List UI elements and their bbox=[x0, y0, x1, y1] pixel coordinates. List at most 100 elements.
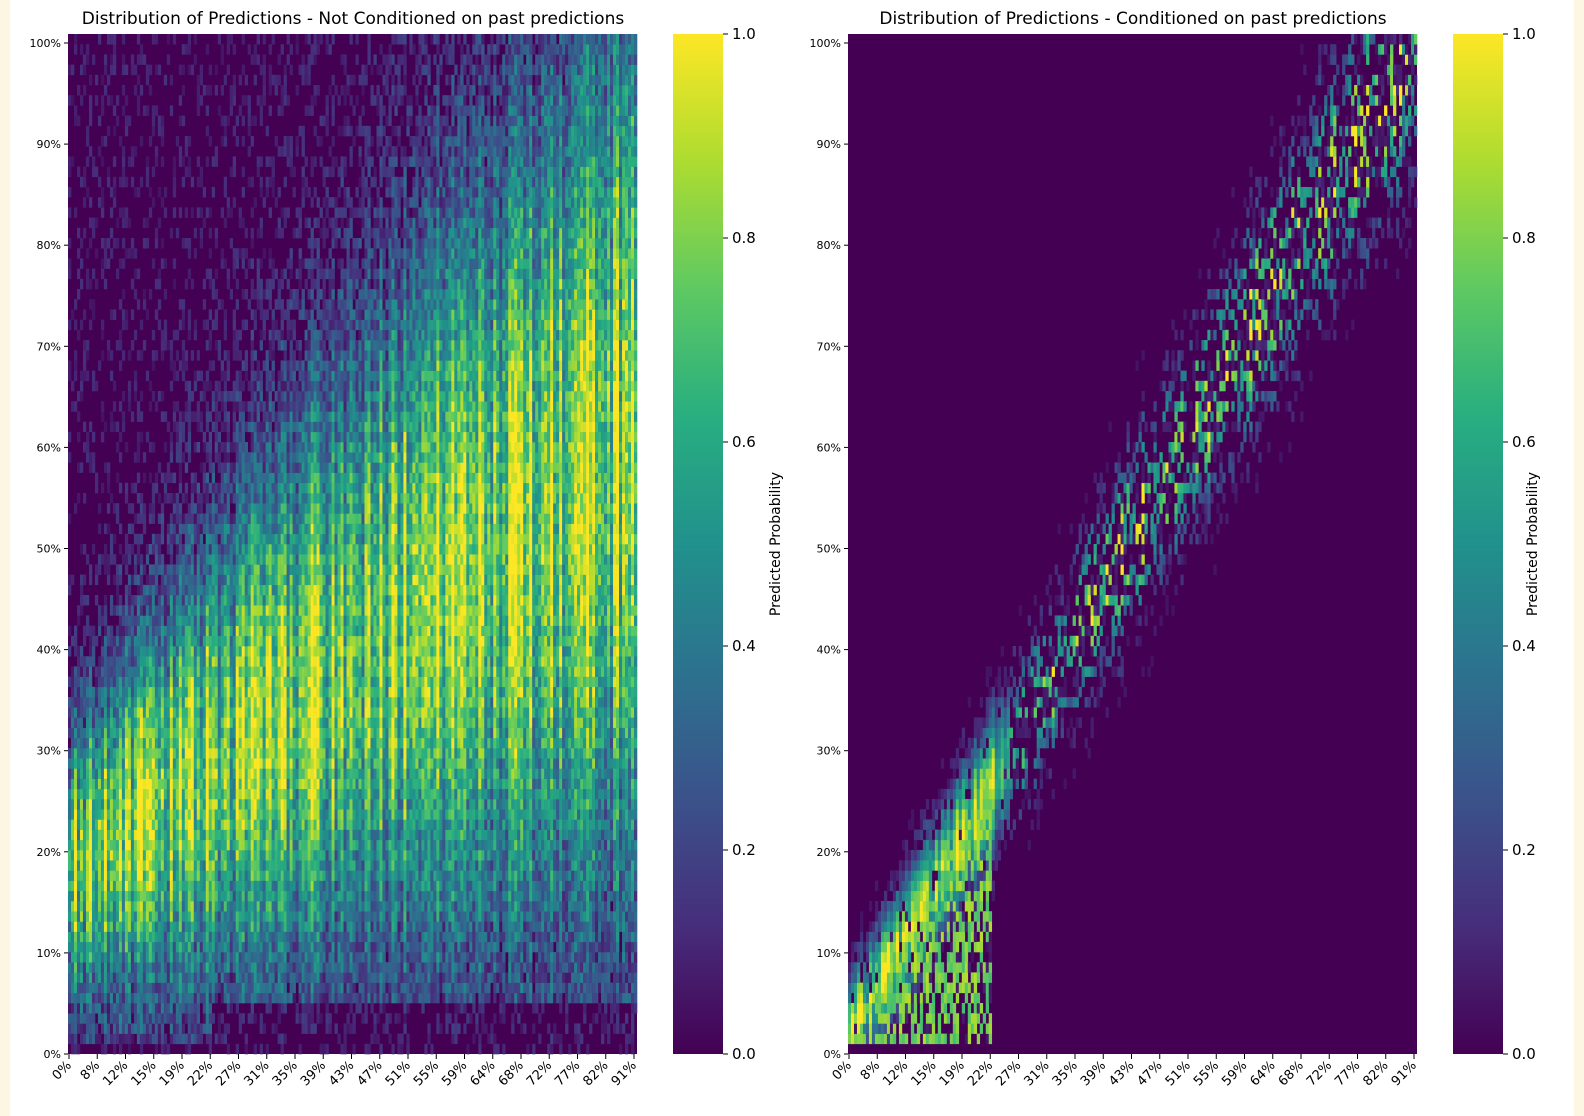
heatmap-cell bbox=[274, 452, 278, 463]
heatmap-cell bbox=[268, 421, 272, 433]
heatmap-cell bbox=[265, 411, 269, 422]
heatmap-cell bbox=[262, 625, 266, 637]
heatmap-cell bbox=[181, 44, 186, 55]
heatmap-cell bbox=[244, 860, 248, 871]
heatmap-cell bbox=[283, 962, 287, 973]
heatmap-cell bbox=[208, 431, 213, 443]
heatmap-cell bbox=[100, 758, 105, 769]
heatmap-cell bbox=[262, 544, 266, 555]
heatmap-cell bbox=[157, 839, 162, 851]
heatmap-cell bbox=[94, 819, 99, 830]
heatmap-cell bbox=[178, 768, 183, 779]
heatmap-cell bbox=[130, 850, 135, 861]
heatmap-cell bbox=[211, 656, 216, 667]
heatmap-cell bbox=[277, 697, 281, 708]
heatmap-cell bbox=[157, 544, 162, 555]
heatmap-cell bbox=[100, 431, 105, 443]
heatmap-cell bbox=[292, 462, 296, 473]
heatmap-cell bbox=[175, 799, 180, 810]
heatmap-cell bbox=[229, 911, 234, 922]
heatmap-cell bbox=[112, 554, 117, 565]
heatmap-cell bbox=[292, 850, 296, 861]
heatmap-cell bbox=[172, 156, 177, 167]
heatmap-cell bbox=[187, 380, 192, 392]
heatmap-cell bbox=[130, 962, 135, 973]
heatmap-cell bbox=[166, 860, 171, 871]
heatmap-cell bbox=[217, 380, 222, 392]
heatmap-cell bbox=[118, 1013, 123, 1024]
heatmap-cell bbox=[175, 564, 180, 575]
heatmap-cell bbox=[292, 380, 296, 392]
heatmap-cell bbox=[190, 707, 195, 718]
heatmap-cell bbox=[163, 931, 168, 943]
heatmap-cell bbox=[289, 880, 293, 892]
heatmap-cell bbox=[217, 523, 222, 535]
heatmap-cell bbox=[97, 972, 102, 983]
heatmap-cell bbox=[196, 503, 201, 514]
heatmap-cell bbox=[88, 921, 93, 932]
heatmap-cell bbox=[214, 850, 219, 861]
heatmap-cell bbox=[151, 503, 156, 514]
heatmap-cell bbox=[109, 34, 114, 45]
heatmap-cell bbox=[187, 1043, 192, 1055]
heatmap-cell bbox=[178, 829, 183, 841]
heatmap-cell bbox=[241, 136, 245, 147]
heatmap-cell bbox=[205, 656, 210, 667]
heatmap-cell bbox=[94, 768, 99, 779]
heatmap-cell bbox=[127, 860, 132, 871]
heatmap-cell bbox=[220, 962, 225, 973]
heatmap-cell bbox=[112, 778, 117, 790]
heatmap-cell bbox=[184, 523, 189, 535]
heatmap-cell bbox=[262, 686, 266, 698]
heatmap-cell bbox=[145, 646, 150, 657]
heatmap-cell bbox=[223, 635, 228, 647]
heatmap-cell bbox=[289, 748, 293, 759]
heatmap-cell bbox=[274, 227, 278, 239]
heatmap-cell bbox=[271, 748, 275, 759]
heatmap-cell bbox=[229, 574, 234, 586]
heatmap-cell bbox=[250, 370, 254, 382]
heatmap-cell bbox=[97, 554, 102, 565]
heatmap-cell bbox=[68, 166, 72, 178]
heatmap-cell bbox=[88, 982, 93, 994]
heatmap-cell bbox=[103, 666, 108, 677]
heatmap-cell bbox=[229, 564, 234, 575]
heatmap-cell bbox=[238, 941, 242, 953]
heatmap-cell bbox=[250, 829, 254, 841]
heatmap-cell bbox=[241, 431, 245, 443]
heatmap-cell bbox=[247, 850, 251, 861]
heatmap-cell bbox=[175, 870, 180, 881]
heatmap-cell bbox=[193, 1023, 198, 1034]
heatmap-cell bbox=[70, 697, 75, 708]
heatmap-cell bbox=[292, 625, 296, 637]
heatmap-cell bbox=[268, 574, 272, 586]
heatmap-cell bbox=[154, 1043, 159, 1055]
heatmap-cell bbox=[265, 972, 269, 983]
heatmap-cell bbox=[130, 615, 135, 626]
heatmap-cell bbox=[289, 666, 293, 677]
heatmap-cell bbox=[169, 737, 174, 749]
heatmap-cell bbox=[187, 788, 192, 800]
heatmap-cell bbox=[73, 992, 78, 1004]
heatmap-cell bbox=[211, 707, 216, 718]
heatmap-cell bbox=[193, 982, 198, 994]
heatmap-cell bbox=[166, 778, 171, 790]
heatmap-cell bbox=[277, 788, 281, 800]
heatmap-cell bbox=[274, 952, 278, 963]
heatmap-cell bbox=[247, 901, 251, 912]
heatmap-cell bbox=[112, 105, 117, 116]
heatmap-cell bbox=[211, 319, 216, 331]
heatmap-cell bbox=[217, 819, 222, 830]
heatmap-cell bbox=[277, 584, 281, 596]
heatmap-cell bbox=[118, 523, 123, 535]
heatmap-cell bbox=[70, 635, 75, 647]
heatmap-cell bbox=[292, 962, 296, 973]
heatmap-cell bbox=[253, 707, 257, 718]
heatmap-cell bbox=[280, 850, 284, 861]
heatmap-cell bbox=[205, 982, 210, 994]
heatmap-cell bbox=[205, 686, 210, 698]
heatmap-cell bbox=[151, 646, 156, 657]
heatmap-cell bbox=[136, 952, 141, 963]
heatmap-cell bbox=[253, 421, 257, 433]
heatmap-cell bbox=[208, 697, 213, 708]
